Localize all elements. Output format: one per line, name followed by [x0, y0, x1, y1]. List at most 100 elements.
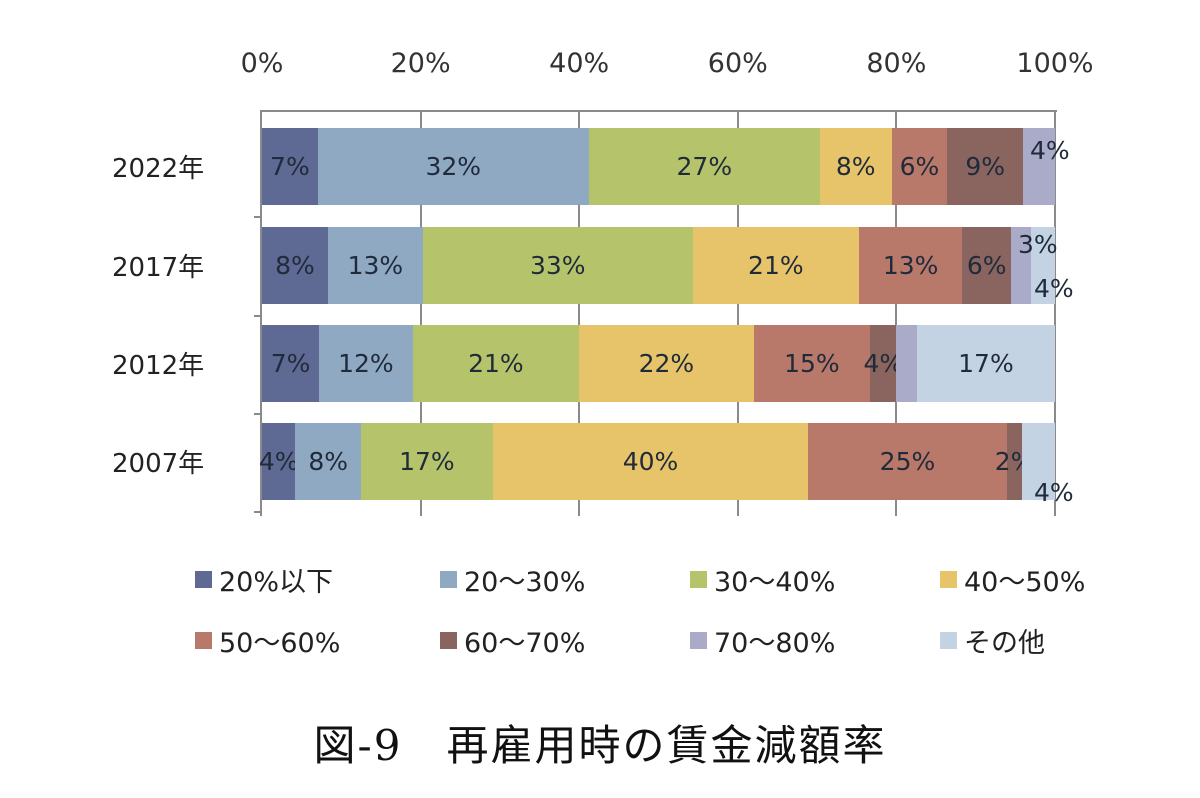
bar-segment: 25% — [808, 423, 1007, 500]
bar-segment — [1023, 128, 1055, 205]
segment-value-label: 32% — [425, 152, 482, 181]
outside-value-label: 3% — [1018, 230, 1058, 259]
segment-value-label: 21% — [468, 349, 524, 378]
bar-segment: 13% — [859, 227, 963, 304]
legend-item: 20〜30% — [440, 560, 690, 599]
gridline — [578, 110, 581, 516]
segment-value-label: 6% — [899, 152, 940, 181]
outside-value-label: 4% — [1034, 478, 1074, 507]
x-tick-label: 0% — [240, 48, 284, 79]
outside-value-label: 4% — [1034, 274, 1074, 303]
bar-segment: 15% — [753, 325, 871, 402]
legend-swatch-icon — [440, 571, 457, 588]
category-label: 2017年 — [112, 253, 205, 283]
bar-segment: 6% — [962, 227, 1012, 304]
gridline — [895, 110, 898, 516]
legend-label: その他 — [964, 628, 1045, 659]
segment-value-label: 22% — [638, 349, 695, 378]
bar-segment: 21% — [412, 325, 580, 402]
segment-value-label: 9% — [965, 152, 1006, 181]
legend-item: 40〜50% — [940, 560, 1140, 599]
legend-swatch-icon — [690, 571, 707, 588]
segment-value-label: 21% — [748, 251, 804, 280]
legend-swatch-icon — [690, 632, 707, 649]
category-label: 2012年 — [112, 351, 205, 381]
segment-value-label: 27% — [676, 152, 733, 181]
segment-value-label: 15% — [784, 349, 840, 378]
stacked-bar: 8% 13% 33% 21% 13% 6% — [262, 227, 1055, 304]
segment-value-label: 33% — [529, 251, 586, 280]
category-label: 2007年 — [112, 449, 205, 479]
segment-value-label: 40% — [622, 447, 679, 476]
segment-value-label: 25% — [879, 447, 936, 476]
x-tick-label: 40% — [549, 48, 610, 79]
top-axis-line — [262, 110, 1057, 112]
category-label: 2022年 — [112, 154, 205, 184]
bar-segment: 7% — [262, 325, 320, 402]
bar-segment: 2% — [995, 423, 1034, 500]
legend-label: 20〜30% — [464, 567, 586, 598]
y-tick-mark — [254, 413, 261, 415]
legend-swatch-icon — [940, 632, 957, 649]
legend-item: 20%以下 — [195, 560, 440, 599]
bar-segment: 6% — [891, 128, 948, 205]
x-tick-label: 60% — [707, 48, 768, 79]
legend-label: 50〜60% — [219, 628, 341, 659]
bar-segment: 8% — [262, 227, 328, 304]
gridline — [419, 110, 422, 516]
legend: 20%以下 20〜30% 30〜40% 40〜50% 50〜60% 60〜70% 70〜80… — [195, 560, 1115, 660]
segment-value-label: 6% — [966, 251, 1007, 280]
gridline — [736, 110, 739, 516]
bar-segment: 8% — [295, 423, 362, 500]
segment-value-label: 8% — [308, 447, 349, 476]
x-tick-label: 20% — [390, 48, 451, 79]
legend-swatch-icon — [195, 632, 212, 649]
legend-swatch-icon — [195, 571, 212, 588]
segment-value-label: 7% — [270, 349, 311, 378]
bar-segment: 32% — [317, 128, 589, 205]
bar-segment: 27% — [588, 128, 820, 205]
y-tick-mark — [254, 315, 261, 317]
bar-segment: 17% — [916, 325, 1055, 402]
bar-segment: 7% — [262, 128, 318, 205]
bar-segment — [1031, 227, 1055, 304]
segment-value-label: 13% — [882, 251, 939, 280]
legend-label: 20%以下 — [219, 567, 334, 598]
segment-value-label: 8% — [275, 251, 315, 280]
legend-item: 70〜80% — [690, 621, 940, 660]
x-tick-label: 80% — [866, 48, 927, 79]
segment-value-label: 4% — [258, 447, 299, 476]
category-axis-line — [260, 110, 262, 516]
x-tick-label: 100% — [1016, 48, 1094, 79]
bar-segment: 4% — [863, 325, 903, 402]
segment-value-label: 17% — [958, 349, 1014, 378]
y-tick-mark — [254, 511, 261, 513]
stacked-bar: 7% 12% 21% 22% 15% 4% 17% — [262, 325, 1055, 402]
bar-segment — [1022, 423, 1055, 500]
bar-segment: 40% — [492, 423, 809, 500]
bar-segment: 22% — [579, 325, 754, 402]
segment-value-label: 13% — [347, 251, 404, 280]
legend-item: その他 — [940, 621, 1140, 660]
bar-segment — [1011, 227, 1032, 304]
legend-swatch-icon — [440, 632, 457, 649]
segment-value-label: 7% — [270, 152, 310, 181]
legend-label: 30〜40% — [714, 567, 836, 598]
bar-segment: 12% — [319, 325, 413, 402]
outside-value-label: 4% — [1030, 136, 1070, 165]
bar-segment: 13% — [327, 227, 423, 304]
segment-value-label: 12% — [338, 349, 394, 378]
bar-segment: 21% — [692, 227, 860, 304]
legend-label: 40〜50% — [964, 567, 1086, 598]
bar-segment: 8% — [819, 128, 892, 205]
bar-segment: 4% — [259, 423, 298, 500]
stacked-bar: 4% 8% 17% 40% 25% 2% — [259, 423, 1055, 500]
segment-value-label: 17% — [399, 447, 455, 476]
bar-segment: 9% — [947, 128, 1024, 205]
legend-label: 60〜70% — [464, 628, 586, 659]
bar-segment — [896, 325, 917, 402]
stacked-bar: 7% 32% 27% 8% 6% 9% — [262, 128, 1055, 205]
y-tick-mark — [254, 216, 261, 218]
legend-swatch-icon — [940, 571, 957, 588]
